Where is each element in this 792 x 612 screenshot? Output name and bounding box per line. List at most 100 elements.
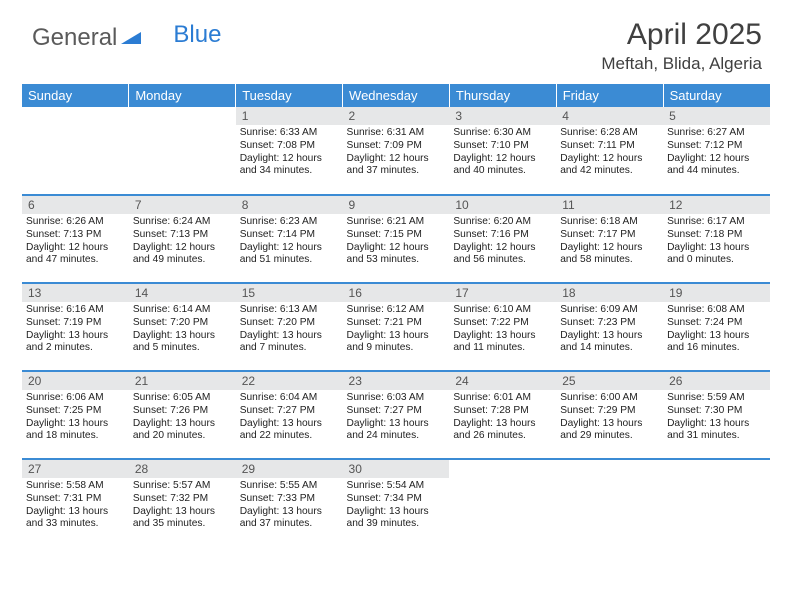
calendar-cell: 2Sunrise: 6:31 AMSunset: 7:09 PMDaylight… [343, 107, 450, 195]
sunrise-text: Sunrise: 6:05 AM [133, 392, 232, 405]
day-number: 22 [236, 372, 343, 390]
sunrise-text: Sunrise: 6:10 AM [453, 304, 552, 317]
day-number: 23 [343, 372, 450, 390]
day-details: Sunrise: 6:01 AMSunset: 7:28 PMDaylight:… [449, 390, 556, 447]
calendar-cell [129, 107, 236, 195]
day-details: Sunrise: 6:14 AMSunset: 7:20 PMDaylight:… [129, 302, 236, 359]
daylight-text: Daylight: 13 hours and 37 minutes. [240, 506, 339, 532]
day-details: Sunrise: 5:54 AMSunset: 7:34 PMDaylight:… [343, 478, 450, 535]
sunset-text: Sunset: 7:26 PM [133, 405, 232, 418]
weekday-header: Tuesday [236, 84, 343, 107]
day-number: 26 [663, 372, 770, 390]
day-details: Sunrise: 5:55 AMSunset: 7:33 PMDaylight:… [236, 478, 343, 535]
calendar-cell [556, 459, 663, 547]
sunset-text: Sunset: 7:19 PM [26, 317, 125, 330]
sunrise-text: Sunrise: 6:16 AM [26, 304, 125, 317]
sunrise-text: Sunrise: 6:27 AM [667, 127, 766, 140]
calendar-cell: 7Sunrise: 6:24 AMSunset: 7:13 PMDaylight… [129, 195, 236, 283]
daylight-text: Daylight: 13 hours and 26 minutes. [453, 418, 552, 444]
daylight-text: Daylight: 12 hours and 58 minutes. [560, 242, 659, 268]
daylight-text: Daylight: 13 hours and 24 minutes. [347, 418, 446, 444]
sunset-text: Sunset: 7:33 PM [240, 493, 339, 506]
daylight-text: Daylight: 13 hours and 29 minutes. [560, 418, 659, 444]
daylight-text: Daylight: 13 hours and 16 minutes. [667, 330, 766, 356]
calendar-cell: 20Sunrise: 6:06 AMSunset: 7:25 PMDayligh… [22, 371, 129, 459]
sunrise-text: Sunrise: 6:31 AM [347, 127, 446, 140]
calendar-cell: 29Sunrise: 5:55 AMSunset: 7:33 PMDayligh… [236, 459, 343, 547]
day-number: 16 [343, 284, 450, 302]
sunrise-text: Sunrise: 6:28 AM [560, 127, 659, 140]
day-details: Sunrise: 6:24 AMSunset: 7:13 PMDaylight:… [129, 214, 236, 271]
day-number: 19 [663, 284, 770, 302]
day-details: Sunrise: 5:58 AMSunset: 7:31 PMDaylight:… [22, 478, 129, 535]
calendar-cell: 27Sunrise: 5:58 AMSunset: 7:31 PMDayligh… [22, 459, 129, 547]
title-block: April 2025 Meftah, Blida, Algeria [601, 18, 770, 74]
sunset-text: Sunset: 7:11 PM [560, 140, 659, 153]
day-details: Sunrise: 6:17 AMSunset: 7:18 PMDaylight:… [663, 214, 770, 271]
daylight-text: Daylight: 13 hours and 11 minutes. [453, 330, 552, 356]
location-text: Meftah, Blida, Algeria [601, 54, 762, 74]
day-details: Sunrise: 6:31 AMSunset: 7:09 PMDaylight:… [343, 125, 450, 182]
sunset-text: Sunset: 7:29 PM [560, 405, 659, 418]
daylight-text: Daylight: 13 hours and 14 minutes. [560, 330, 659, 356]
sunset-text: Sunset: 7:32 PM [133, 493, 232, 506]
sunrise-text: Sunrise: 6:08 AM [667, 304, 766, 317]
day-details: Sunrise: 6:26 AMSunset: 7:13 PMDaylight:… [22, 214, 129, 271]
day-number: 1 [236, 107, 343, 125]
sunrise-text: Sunrise: 6:04 AM [240, 392, 339, 405]
calendar-row: 13Sunrise: 6:16 AMSunset: 7:19 PMDayligh… [22, 283, 770, 371]
calendar-cell: 3Sunrise: 6:30 AMSunset: 7:10 PMDaylight… [449, 107, 556, 195]
daylight-text: Daylight: 13 hours and 7 minutes. [240, 330, 339, 356]
day-number: 8 [236, 196, 343, 214]
day-number: 15 [236, 284, 343, 302]
sunset-text: Sunset: 7:09 PM [347, 140, 446, 153]
calendar-row: 1Sunrise: 6:33 AMSunset: 7:08 PMDaylight… [22, 107, 770, 195]
sunrise-text: Sunrise: 6:23 AM [240, 216, 339, 229]
calendar-cell: 16Sunrise: 6:12 AMSunset: 7:21 PMDayligh… [343, 283, 450, 371]
day-number: 6 [22, 196, 129, 214]
daylight-text: Daylight: 13 hours and 20 minutes. [133, 418, 232, 444]
sunrise-text: Sunrise: 6:06 AM [26, 392, 125, 405]
day-details: Sunrise: 5:57 AMSunset: 7:32 PMDaylight:… [129, 478, 236, 535]
day-details: Sunrise: 6:09 AMSunset: 7:23 PMDaylight:… [556, 302, 663, 359]
logo: General Blue [22, 18, 221, 52]
day-details: Sunrise: 6:33 AMSunset: 7:08 PMDaylight:… [236, 125, 343, 182]
calendar-cell: 11Sunrise: 6:18 AMSunset: 7:17 PMDayligh… [556, 195, 663, 283]
day-number: 24 [449, 372, 556, 390]
logo-text-general: General [32, 24, 117, 52]
day-details: Sunrise: 6:16 AMSunset: 7:19 PMDaylight:… [22, 302, 129, 359]
day-number: 25 [556, 372, 663, 390]
daylight-text: Daylight: 13 hours and 9 minutes. [347, 330, 446, 356]
daylight-text: Daylight: 13 hours and 31 minutes. [667, 418, 766, 444]
sunrise-text: Sunrise: 6:09 AM [560, 304, 659, 317]
weekday-header: Thursday [449, 84, 556, 107]
day-details: Sunrise: 6:23 AMSunset: 7:14 PMDaylight:… [236, 214, 343, 271]
sunrise-text: Sunrise: 6:26 AM [26, 216, 125, 229]
calendar-cell: 23Sunrise: 6:03 AMSunset: 7:27 PMDayligh… [343, 371, 450, 459]
calendar-cell: 26Sunrise: 5:59 AMSunset: 7:30 PMDayligh… [663, 371, 770, 459]
sunset-text: Sunset: 7:30 PM [667, 405, 766, 418]
day-number: 14 [129, 284, 236, 302]
weekday-header: Monday [129, 84, 236, 107]
weekday-header: Sunday [22, 84, 129, 107]
daylight-text: Daylight: 13 hours and 18 minutes. [26, 418, 125, 444]
sunset-text: Sunset: 7:22 PM [453, 317, 552, 330]
sunset-text: Sunset: 7:13 PM [133, 229, 232, 242]
day-details: Sunrise: 6:21 AMSunset: 7:15 PMDaylight:… [343, 214, 450, 271]
day-details: Sunrise: 6:12 AMSunset: 7:21 PMDaylight:… [343, 302, 450, 359]
day-details: Sunrise: 6:06 AMSunset: 7:25 PMDaylight:… [22, 390, 129, 447]
sunrise-text: Sunrise: 6:18 AM [560, 216, 659, 229]
daylight-text: Daylight: 12 hours and 37 minutes. [347, 153, 446, 179]
calendar-row: 20Sunrise: 6:06 AMSunset: 7:25 PMDayligh… [22, 371, 770, 459]
day-number: 30 [343, 460, 450, 478]
day-details: Sunrise: 6:18 AMSunset: 7:17 PMDaylight:… [556, 214, 663, 271]
daylight-text: Daylight: 12 hours and 47 minutes. [26, 242, 125, 268]
sunrise-text: Sunrise: 6:21 AM [347, 216, 446, 229]
sunset-text: Sunset: 7:24 PM [667, 317, 766, 330]
day-details: Sunrise: 6:30 AMSunset: 7:10 PMDaylight:… [449, 125, 556, 182]
sunset-text: Sunset: 7:23 PM [560, 317, 659, 330]
day-details: Sunrise: 6:10 AMSunset: 7:22 PMDaylight:… [449, 302, 556, 359]
sunset-text: Sunset: 7:25 PM [26, 405, 125, 418]
header: General Blue April 2025 Meftah, Blida, A… [22, 18, 770, 74]
calendar-cell: 10Sunrise: 6:20 AMSunset: 7:16 PMDayligh… [449, 195, 556, 283]
